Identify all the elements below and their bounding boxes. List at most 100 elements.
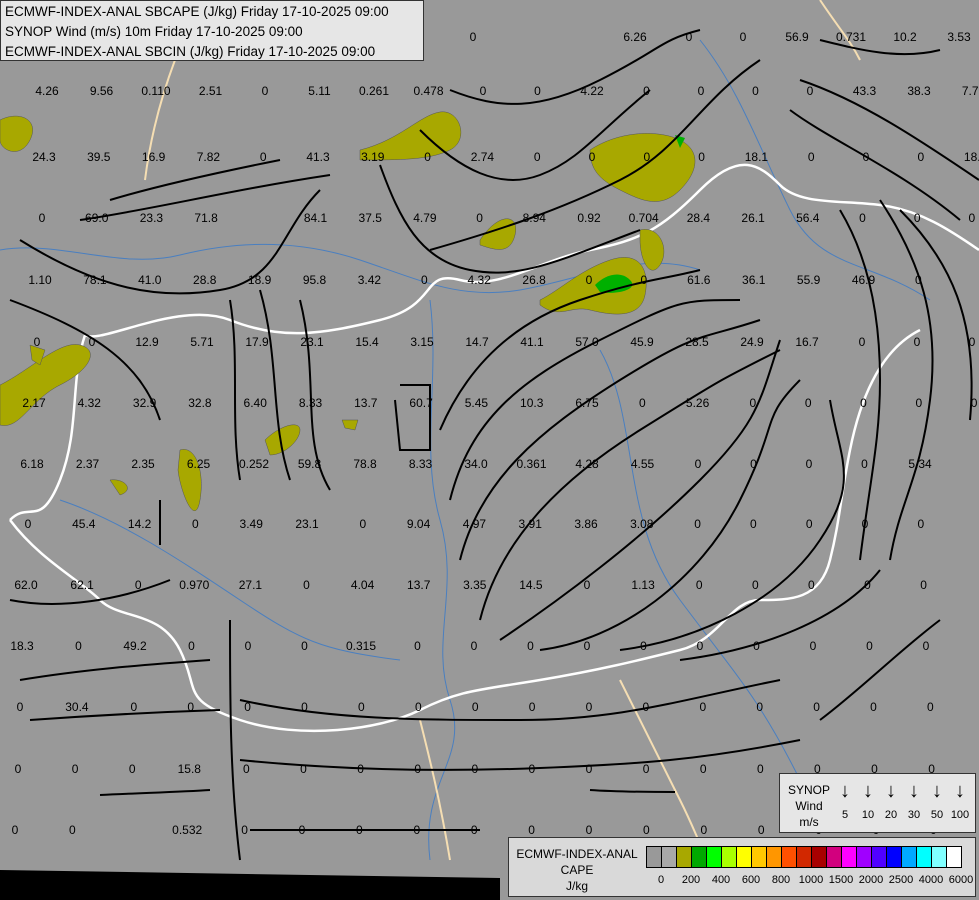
cape-value-label: 0: [643, 700, 650, 714]
wind-legend-line: Wind: [795, 799, 823, 813]
cape-value-label: 0: [300, 762, 307, 776]
sbcape-title: ECMWF-INDEX-ANAL SBCAPE (J/kg) Friday 17…: [5, 4, 389, 19]
cape-value-label: 15.8: [178, 762, 202, 776]
cape-value-label: 0: [740, 30, 747, 44]
cape-value-label: 95.8: [303, 273, 327, 287]
cape-color-swatch: [857, 847, 872, 867]
cape-value-label: 0: [586, 700, 593, 714]
cape-value-label: 28.4: [687, 211, 711, 225]
cape-color-swatch: [647, 847, 662, 867]
cape-value-label: 0: [12, 823, 19, 837]
cape-value-label: 0: [694, 517, 701, 531]
cape-value-label: 28.8: [193, 273, 217, 287]
cape-value-label: 3.42: [358, 273, 382, 287]
wind-legend-value: 50: [930, 809, 944, 821]
cape-value-label: 69.0: [85, 211, 109, 225]
cape-value-label: 0: [758, 823, 765, 837]
cape-value-label: 0: [472, 700, 479, 714]
arrow-down-icon: ↓: [840, 780, 850, 802]
cape-value-label: 49.2: [123, 639, 147, 653]
cape-value-label: 0: [914, 335, 921, 349]
cape-color-swatch: [872, 847, 887, 867]
cape-value-label: 4.04: [351, 578, 375, 592]
cape-value-label: 4.32: [78, 396, 102, 410]
cape-value-label: 0.110: [141, 84, 170, 98]
cape-value-label: 0: [757, 762, 764, 776]
cape-value-label: 26.1: [741, 211, 765, 225]
cape-value-label: 78.8: [353, 457, 377, 471]
map-title-box: ECMWF-INDEX-ANAL SBCAPE (J/kg) Friday 17…: [0, 0, 424, 61]
cape-value-label: 0: [805, 396, 812, 410]
cape-value-label: 0: [470, 30, 477, 44]
cape-value-label: 30.4: [65, 700, 89, 714]
cape-value-label: 2.35: [131, 457, 155, 471]
cape-value-label: 0: [471, 823, 478, 837]
cape-color-swatch: [932, 847, 947, 867]
cape-value-label: 0: [808, 578, 815, 592]
cape-legend-tick: 1000: [798, 874, 824, 886]
cape-value-label: 5.26: [686, 396, 710, 410]
cape-value-label: 62.0: [14, 578, 38, 592]
cape-value-label: 0: [752, 578, 759, 592]
cape-value-label: 0: [192, 517, 199, 531]
cape-legend-tick: 0: [657, 874, 665, 886]
cape-color-swatch: [842, 847, 857, 867]
cape-value-label: 3.91: [519, 517, 543, 531]
cape-value-label: 0: [753, 639, 760, 653]
cape-value-label: 0: [806, 517, 813, 531]
cape-value-label: 1.13: [631, 578, 655, 592]
cape-value-label: 7.70: [962, 84, 979, 98]
cape-value-label: 0: [860, 396, 867, 410]
cape-value-label: 0: [534, 84, 541, 98]
cape-value-label: 1.10: [28, 273, 52, 287]
cape-value-label: 0: [750, 517, 757, 531]
cape-value-label: 0: [643, 823, 650, 837]
cape-color-swatch: [797, 847, 812, 867]
cape-value-label: 0: [584, 639, 591, 653]
cape-value-label: 14.5: [519, 578, 543, 592]
cape-value-label: 39.5: [87, 150, 111, 164]
cape-value-label: 59.8: [298, 457, 322, 471]
wind-legend-value: 5: [841, 809, 849, 821]
cape-color-swatch: [782, 847, 797, 867]
cape-value-label: 0: [356, 823, 363, 837]
cape-legend-line: CAPE: [560, 863, 594, 877]
cape-value-label: 0: [643, 84, 650, 98]
cape-value-label: 0: [917, 150, 924, 164]
cape-areas: [0, 111, 696, 511]
cape-value-label: 4.26: [35, 84, 59, 98]
cape-value-label: 0: [17, 700, 24, 714]
wind-legend: SYNOP Wind m/s ↓ 5 ↓ 10 ↓ 20 ↓ 30 ↓ 50 ↓ 100: [779, 773, 976, 833]
cape-value-label: 5.71: [190, 335, 214, 349]
wind-legend-item: ↓ 100: [949, 780, 971, 821]
cape-value-label: 78.1: [83, 273, 107, 287]
cape-value-label: 0: [476, 211, 483, 225]
cape-value-label: 0: [39, 211, 46, 225]
cape-color-swatch: [752, 847, 767, 867]
arrow-down-icon: ↓: [932, 780, 942, 802]
cape-value-label: 10.2: [893, 30, 917, 44]
cape-value-label: 0: [863, 150, 870, 164]
cape-value-label: 56.4: [796, 211, 820, 225]
cape-value-label: 0: [471, 639, 478, 653]
cape-value-label: 45.4: [72, 517, 96, 531]
cape-value-label: 0: [640, 639, 647, 653]
cape-value-label: 6.26: [623, 30, 647, 44]
cape-value-label: 0: [359, 517, 366, 531]
cape-value-label: 32.8: [188, 396, 212, 410]
cape-value-label: 0: [130, 700, 137, 714]
cape-value-label: 0: [752, 84, 759, 98]
cape-value-label: 3.49: [240, 517, 264, 531]
cape-value-label: 0.261: [359, 84, 389, 98]
cape-value-label: 3.15: [410, 335, 434, 349]
cape-value-label: 0: [15, 762, 22, 776]
arrow-down-icon: ↓: [909, 780, 919, 802]
cape-legend-tick: 800: [771, 874, 791, 886]
cape-value-label: 6.75: [575, 396, 599, 410]
cape-value-label: 0: [808, 150, 815, 164]
cape-value-label: 26.8: [522, 273, 546, 287]
cape-value-label: 13.7: [354, 396, 378, 410]
cape-value-label: 0: [923, 639, 930, 653]
